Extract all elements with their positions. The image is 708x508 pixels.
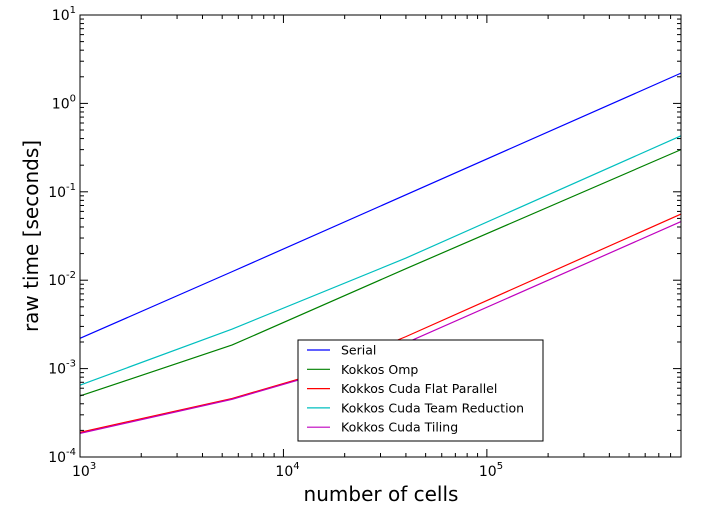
legend-label-4: Kokkos Cuda Tiling [341,420,458,435]
y-tick-label-2: 10-2 [48,270,76,289]
series-line-0 [79,72,682,339]
y-tick-exponent-5: 1 [70,5,76,16]
y-axis-title: raw time [seconds] [19,140,43,332]
y-tick-base-3: 10 [48,185,66,201]
y-tick-base-2: 10 [48,273,66,289]
y-tick-exponent-1: -3 [66,359,76,370]
x-tick-exponent-0: 3 [90,461,96,472]
series-line-3 [79,135,682,386]
y-tick-label-4: 100 [52,93,76,112]
series-line-1 [79,149,682,397]
y-tick-exponent-2: -2 [66,270,76,281]
x-tick-label-0: 103 [72,461,96,480]
y-tick-label-3: 10-1 [48,182,76,201]
y-tick-base-0: 10 [48,450,66,466]
legend-label-3: Kokkos Cuda Team Reduction [341,400,524,415]
y-tick-label-5: 101 [52,5,76,24]
legend-box [297,339,544,442]
x-tick-label-2: 105 [479,461,503,480]
plot-frame [79,14,682,458]
legend: Serial Kokkos Omp Kokkos Cuda Flat Paralle… [297,339,544,442]
y-tick-base-4: 10 [52,96,70,112]
x-axis-title: number of cells [304,482,459,506]
y-tick-label-1: 10-3 [48,359,76,378]
y-tick-exponent-4: 0 [70,93,76,104]
legend-label-0: Serial [341,343,376,358]
y-tick-base-1: 10 [48,362,66,378]
x-tick-label-1: 104 [275,461,299,480]
y-tick-exponent-0: -4 [66,447,76,458]
y-tick-base-5: 10 [52,8,70,24]
legend-label-2: Kokkos Cuda Flat Parallel [341,381,497,396]
x-tick-exponent-1: 4 [293,461,299,472]
x-tick-exponent-2: 5 [497,461,503,472]
y-tick-label-0: 10-4 [48,447,76,466]
legend-label-1: Kokkos Omp [341,362,418,377]
y-tick-exponent-3: -1 [66,182,76,193]
